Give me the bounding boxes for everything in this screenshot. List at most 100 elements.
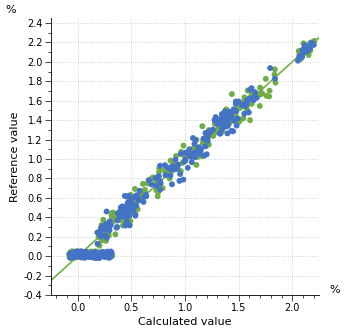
- Point: [127, 213, 132, 218]
- Point: [99, 222, 104, 228]
- Point: [249, 94, 254, 99]
- Point: [309, 41, 315, 46]
- Point: [103, 226, 109, 232]
- Point: [72, 251, 77, 257]
- Point: [131, 206, 137, 212]
- Point: [108, 222, 113, 228]
- Point: [249, 86, 254, 91]
- Point: [237, 103, 243, 109]
- Point: [162, 163, 168, 168]
- Point: [308, 43, 313, 48]
- Point: [79, 252, 84, 257]
- Point: [132, 210, 137, 215]
- Point: [73, 250, 79, 255]
- Point: [248, 98, 254, 103]
- Point: [106, 255, 112, 260]
- Point: [198, 149, 203, 155]
- Point: [99, 234, 104, 239]
- Point: [233, 101, 238, 107]
- Point: [143, 192, 148, 197]
- Point: [107, 223, 112, 228]
- Point: [82, 255, 88, 260]
- Point: [92, 253, 98, 259]
- Point: [299, 53, 304, 58]
- Point: [67, 252, 72, 257]
- Point: [109, 253, 115, 259]
- Point: [97, 243, 102, 248]
- Point: [207, 130, 213, 135]
- Point: [75, 254, 81, 259]
- Point: [71, 249, 76, 255]
- Point: [193, 148, 199, 154]
- Point: [230, 109, 235, 114]
- Point: [126, 193, 131, 199]
- Point: [244, 101, 250, 106]
- Point: [193, 150, 199, 156]
- Point: [213, 115, 218, 120]
- Point: [160, 185, 165, 191]
- Point: [70, 251, 76, 256]
- Point: [197, 151, 203, 157]
- Point: [153, 175, 158, 180]
- Point: [157, 163, 163, 168]
- Point: [224, 123, 229, 128]
- Point: [225, 131, 230, 136]
- Point: [88, 254, 93, 259]
- Point: [103, 233, 108, 238]
- Point: [100, 254, 105, 259]
- Point: [236, 104, 241, 110]
- Point: [197, 148, 202, 153]
- Point: [123, 212, 129, 217]
- Point: [75, 249, 81, 254]
- Point: [86, 253, 92, 258]
- Point: [243, 104, 248, 109]
- Point: [216, 124, 222, 129]
- Point: [150, 176, 156, 181]
- Point: [105, 251, 111, 256]
- Point: [106, 222, 111, 227]
- Point: [225, 121, 231, 126]
- Point: [246, 101, 252, 106]
- Point: [191, 145, 197, 151]
- Point: [249, 92, 254, 97]
- Point: [222, 108, 228, 113]
- Point: [307, 45, 312, 50]
- Point: [96, 255, 101, 261]
- Point: [115, 224, 120, 230]
- Point: [247, 118, 253, 123]
- Point: [101, 252, 107, 258]
- Text: %: %: [6, 5, 16, 15]
- Point: [216, 126, 221, 132]
- Point: [75, 250, 81, 255]
- Point: [163, 172, 168, 178]
- Point: [101, 252, 107, 257]
- Point: [129, 202, 135, 207]
- Point: [92, 249, 98, 255]
- Point: [154, 187, 159, 193]
- Point: [244, 102, 249, 108]
- Point: [190, 136, 196, 141]
- Point: [76, 252, 81, 257]
- Point: [110, 210, 116, 215]
- Point: [91, 253, 96, 258]
- Point: [97, 255, 103, 260]
- Point: [133, 213, 138, 218]
- Point: [69, 253, 75, 258]
- Point: [233, 110, 238, 115]
- Point: [217, 131, 222, 136]
- Point: [114, 213, 120, 218]
- Point: [205, 138, 210, 144]
- Point: [74, 249, 79, 255]
- Point: [79, 249, 84, 254]
- Point: [226, 112, 231, 117]
- Point: [90, 253, 95, 259]
- Point: [187, 153, 192, 158]
- Point: [93, 249, 99, 254]
- Point: [118, 213, 124, 219]
- Point: [168, 158, 173, 163]
- Point: [244, 107, 250, 112]
- Point: [69, 252, 74, 257]
- Point: [125, 208, 131, 213]
- Point: [144, 193, 149, 199]
- Point: [206, 142, 211, 147]
